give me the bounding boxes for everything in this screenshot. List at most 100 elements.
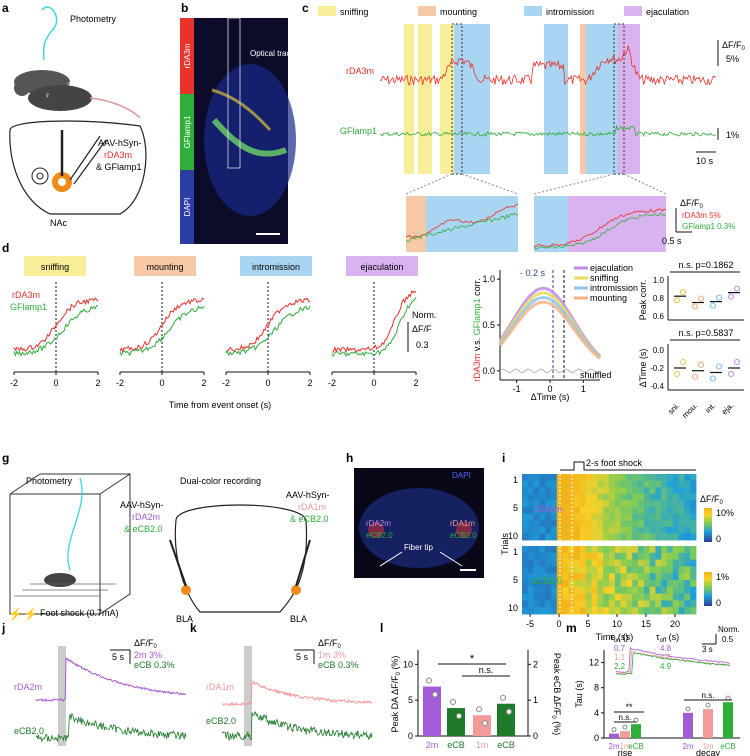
- i-heat-cell: [609, 500, 616, 508]
- i-heat-cell: [609, 480, 616, 488]
- panel-e: 1.0 0.5 0.0 -1 0 1 - 0.2 s shuffled ejaculati…: [472, 263, 638, 402]
- i-heat-cell: [661, 593, 668, 601]
- i-heat-cell: [678, 533, 685, 541]
- i-heat-cell: [643, 566, 650, 574]
- f-bottom-point: [692, 373, 698, 380]
- d-trace-rda3m: [225, 297, 311, 353]
- i-colorbar-bottom: [704, 572, 712, 606]
- panel-j: rDA2m eCB2.0 5 s ΔF/F0 2m 3% eCB 0.3%: [14, 638, 187, 746]
- m-toff-2m: 4.8: [660, 644, 672, 653]
- i-heat-cell: [609, 580, 616, 588]
- e-curve: [498, 300, 601, 360]
- i-heat-cell: [632, 526, 639, 534]
- m-tau-off-label: τoff (s): [656, 632, 679, 644]
- i-heat-cell: [626, 566, 633, 574]
- i-heat-cell: [672, 580, 679, 588]
- i-heat-cell: [638, 474, 645, 481]
- l-xtick-label: eCB: [497, 740, 515, 750]
- i-heat-cell: [562, 520, 569, 528]
- i-heat-cell: [556, 593, 563, 601]
- i-heat-cell: [655, 474, 662, 481]
- i-heat-cell: [620, 513, 627, 521]
- i-heat-cell: [661, 546, 668, 554]
- i-heat-cell: [632, 559, 639, 567]
- m-sig-decay-ns: n.s.: [702, 691, 715, 700]
- i-heat-cell: [678, 500, 685, 508]
- d-title-intromission: intromission: [252, 262, 300, 272]
- i-heat-cell: [638, 493, 645, 501]
- i-colorbar-top: [704, 508, 712, 542]
- i-heat-cell: [527, 480, 534, 488]
- i-heat-cell: [649, 480, 656, 488]
- i-heat-cell: [580, 480, 587, 488]
- i-heat-cell: [562, 546, 569, 554]
- i-heat-cell: [620, 507, 627, 514]
- i-heat-cell: [580, 552, 587, 560]
- m-xtick-label: 1m: [619, 742, 630, 751]
- m-group-rise: rise: [618, 748, 633, 756]
- i-heat-cell: [522, 474, 529, 481]
- i-heat-cell: [690, 593, 697, 601]
- h-rda1m-label: rDA1m: [450, 519, 475, 528]
- i-heat-cell: [556, 533, 563, 541]
- f-top-point: [710, 302, 716, 309]
- i-heat-cell: [603, 586, 610, 594]
- f-bottom-stat: n.s. p=0.5837: [679, 328, 734, 338]
- i-heat-cell: [655, 500, 662, 508]
- i-heat-cell: [580, 600, 587, 608]
- i-heat-cell: [678, 526, 685, 534]
- i-heat-cell: [638, 586, 645, 594]
- i-heat-cell: [591, 552, 598, 560]
- i-heat-cell: [684, 500, 691, 508]
- i-heat-cell: [545, 526, 552, 534]
- d-trace-gflamp1: [331, 297, 417, 358]
- i-heat-cell: [661, 607, 668, 615]
- i-heat-cell: [638, 513, 645, 521]
- i-heat-cell: [609, 566, 616, 574]
- i-heat-cell: [620, 480, 627, 488]
- i-heat-cell: [551, 586, 558, 594]
- f-bottom-point: [734, 359, 740, 365]
- f-bottom-point: [716, 363, 722, 370]
- i-heat-cell: [655, 580, 662, 588]
- i-heat-cell: [655, 586, 662, 594]
- d-tick-label: 0: [53, 378, 58, 388]
- i-heat-cell: [522, 520, 529, 528]
- i-ytick-bottom: 5: [513, 575, 518, 585]
- l-ytick-right-label: 0: [533, 731, 538, 741]
- i-heat-cell: [672, 573, 679, 581]
- i-heat-cell: [643, 513, 650, 521]
- i-heat-cell: [551, 526, 558, 534]
- inset2-gflamp1: [533, 212, 667, 250]
- legend-sniffing: sniffing: [340, 7, 368, 17]
- i-heat-cell: [655, 533, 662, 541]
- behavior-band: [584, 24, 618, 174]
- i-heat-cell: [626, 552, 633, 560]
- i-heat-cell: [609, 607, 616, 615]
- i-heat-cell: [562, 552, 569, 560]
- i-heat-cell: [568, 493, 575, 501]
- e-shuffled-label: shuffled: [580, 370, 611, 380]
- f-top-stat: n.s. p=0.1862: [679, 260, 734, 270]
- g-dual-label: Dual-color recording: [180, 476, 261, 486]
- panel-letter-l: l: [380, 621, 383, 635]
- i-heat-cell: [597, 513, 604, 521]
- i-heat-cell: [649, 559, 656, 567]
- i-heat-cell: [638, 593, 645, 601]
- i-heat-cell: [626, 480, 633, 488]
- i-heat-cell: [678, 586, 685, 594]
- d-tick-label: -2: [10, 378, 18, 388]
- i-ytick-top: 10: [508, 531, 518, 541]
- i-heat-cell: [649, 593, 656, 601]
- i-heat-cell: [620, 533, 627, 541]
- i-heat-cell: [690, 500, 697, 508]
- i-heat-cell: [545, 507, 552, 514]
- i-heat-cell: [527, 474, 534, 481]
- i-heat-cell: [533, 487, 540, 495]
- i-heat-cell: [539, 552, 546, 560]
- i-heat-cell: [568, 474, 575, 481]
- i-heat-cell: [603, 552, 610, 560]
- panel-letter-h: h: [346, 451, 353, 465]
- i-heat-cell: [597, 520, 604, 528]
- l-point: [476, 706, 482, 713]
